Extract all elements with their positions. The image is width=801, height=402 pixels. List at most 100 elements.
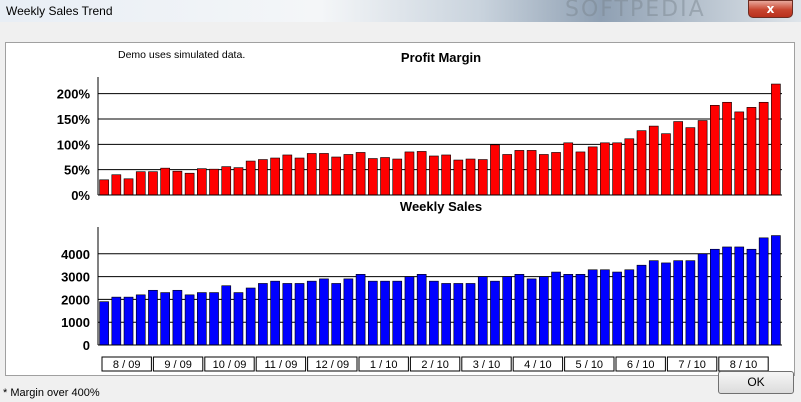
profit-bar — [319, 153, 329, 196]
profit-bar — [282, 154, 293, 196]
period-box — [358, 356, 409, 372]
sales-bar — [612, 271, 622, 346]
period-box — [204, 356, 255, 372]
period-label: 11 / 09 — [264, 359, 297, 371]
title-bar[interactable]: Weekly Sales Trend SOFTPEDIA x — [0, 0, 801, 22]
profit-bar — [563, 142, 574, 196]
sales-ytick-label: 4000 — [61, 247, 90, 262]
ok-button[interactable]: OK — [718, 371, 794, 394]
profit-margin-chart: 0% 50% 100% 150% 200% — [57, 77, 782, 203]
profit-bar — [465, 158, 476, 196]
profit-bar — [758, 101, 769, 196]
profit-bar — [160, 167, 170, 196]
profit-bar — [600, 142, 610, 196]
profit-bar — [343, 154, 354, 196]
sales-bar — [697, 253, 708, 346]
period-label: 2 / 10 — [421, 359, 449, 371]
sales-bar — [135, 294, 146, 346]
profit-bar — [197, 168, 207, 196]
profit-ytick-label: 150% — [57, 112, 91, 127]
sales-bar — [306, 280, 317, 346]
sales-bar — [648, 260, 659, 346]
sales-bar — [233, 292, 244, 346]
sales-bar — [429, 280, 439, 346]
profit-bar — [502, 154, 512, 196]
period-label: 7 / 10 — [678, 359, 706, 371]
sales-bar — [258, 283, 268, 346]
period-label: 1 / 10 — [370, 359, 398, 371]
profit-bar — [453, 159, 464, 196]
simulated-data-note: Demo uses simulated data. — [118, 49, 245, 61]
profit-bar — [331, 156, 341, 196]
period-axis: 8 / 09 9 / 09 10 / 09 11 / 09 12 / 09 1 / 10 2… — [101, 356, 769, 372]
profit-ytick-label: 50% — [64, 163, 90, 178]
sales-bar — [441, 283, 451, 346]
sales-ytick-label: 1000 — [61, 315, 90, 330]
sales-ytick-label: 0 — [83, 338, 90, 353]
sales-bar — [551, 271, 561, 346]
sales-bar — [771, 235, 781, 346]
period-box — [152, 356, 204, 372]
sales-bar — [600, 269, 610, 346]
sales-bar — [172, 289, 183, 346]
profit-ytick-label: 0% — [71, 188, 90, 203]
sales-bar — [355, 274, 366, 346]
profit-bar — [722, 101, 732, 196]
sales-ytick-label: 2000 — [61, 292, 90, 307]
sales-bar — [636, 264, 647, 346]
period-label: 8 / 09 — [113, 359, 141, 371]
profit-bar — [245, 160, 256, 196]
profit-bar — [355, 152, 366, 196]
sales-bar — [758, 237, 769, 346]
profit-bar — [404, 151, 415, 196]
profit-bar — [575, 151, 586, 196]
sales-bar — [734, 246, 745, 346]
sales-ytick-label: 3000 — [61, 270, 90, 285]
chart-panel: Demo uses simulated data. Profit Margin … — [5, 42, 795, 376]
sales-bar — [661, 262, 671, 346]
sales-bar — [270, 280, 280, 346]
sales-bar — [184, 294, 195, 346]
sales-bar — [282, 283, 293, 346]
profit-margin-title: Profit Margin — [401, 50, 481, 65]
sales-bar — [465, 283, 476, 346]
period-label: 8 / 10 — [730, 359, 758, 371]
profit-bar — [673, 121, 683, 196]
sales-bar — [575, 274, 586, 346]
profit-bar — [429, 155, 439, 196]
period-box — [461, 356, 512, 372]
profit-bar — [734, 111, 745, 196]
weekly-sales-title: Weekly Sales — [400, 199, 482, 214]
period-box — [615, 356, 666, 372]
sales-bar — [392, 280, 403, 346]
sales-bar — [331, 283, 341, 346]
sales-bar — [209, 292, 219, 346]
charts-svg: Demo uses simulated data. Profit Margin … — [57, 49, 782, 372]
sales-bar — [710, 248, 720, 346]
sales-bar — [123, 296, 134, 346]
close-button[interactable]: x — [748, 0, 793, 18]
profit-bar — [746, 107, 757, 196]
sales-bar — [294, 283, 305, 346]
sales-bar — [722, 246, 732, 346]
profit-bar — [710, 105, 720, 196]
sales-bar — [245, 287, 256, 346]
sales-bar — [343, 278, 354, 346]
profit-bar — [771, 83, 781, 196]
period-label: 5 / 10 — [576, 359, 604, 371]
sales-bar — [404, 276, 415, 346]
period-box — [564, 356, 615, 372]
sales-bar — [477, 276, 488, 346]
sales-bar — [380, 280, 390, 346]
sales-bar — [563, 274, 574, 346]
period-box — [307, 356, 358, 372]
profit-bar — [416, 151, 427, 196]
period-label: 4 / 10 — [524, 359, 552, 371]
sales-bar — [539, 276, 549, 346]
profit-bar — [221, 166, 232, 196]
profit-bar — [526, 150, 537, 196]
profit-bar — [172, 170, 183, 196]
profit-bar — [661, 133, 671, 196]
sales-bar — [221, 285, 232, 346]
sales-bar — [160, 292, 170, 346]
